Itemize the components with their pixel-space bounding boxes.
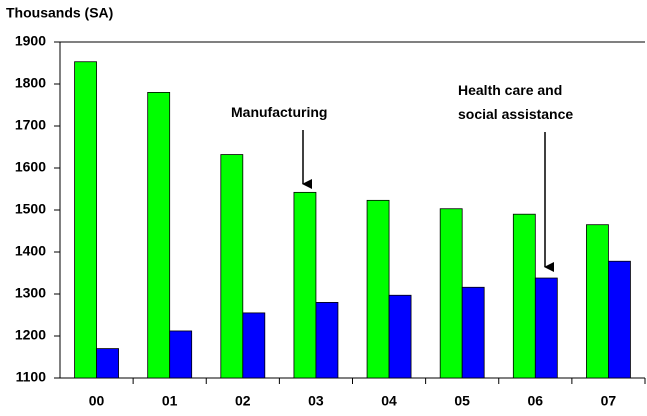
- bar: [586, 224, 609, 379]
- y-tick-label: 1400: [15, 243, 46, 259]
- y-tick-label: 1800: [15, 75, 46, 91]
- bar: [169, 330, 193, 379]
- bar: [534, 277, 558, 379]
- y-tick-label: 1300: [15, 285, 46, 301]
- bar: [439, 208, 463, 379]
- bar: [388, 294, 412, 379]
- y-tick-label: 1900: [15, 33, 46, 49]
- bar: [74, 61, 97, 379]
- x-tick-label: 00: [89, 393, 105, 409]
- bar: [366, 199, 390, 379]
- bar: [315, 301, 339, 379]
- y-tick-label: 1100: [16, 369, 47, 385]
- annotation-label: Health care and social assistance: [458, 82, 574, 122]
- x-tick-label: 04: [381, 393, 397, 409]
- bar: [512, 213, 536, 379]
- annotation-label: Manufacturing: [231, 104, 328, 120]
- y-tick-label: 1500: [15, 201, 46, 217]
- x-tick-label: 07: [601, 393, 617, 409]
- x-tick-label: 02: [235, 393, 251, 409]
- y-tick-label: 1700: [15, 117, 46, 133]
- bar: [220, 154, 244, 379]
- bar: [608, 260, 631, 379]
- chart-title: Thousands (SA): [6, 5, 113, 21]
- x-tick-label: 03: [308, 393, 324, 409]
- bar: [147, 92, 171, 379]
- bar: [96, 348, 119, 379]
- bar: [242, 312, 266, 379]
- x-tick-label: 01: [162, 393, 178, 409]
- y-tick-label: 1200: [15, 327, 46, 343]
- bar: [293, 191, 317, 379]
- y-tick-label: 1600: [15, 159, 46, 175]
- x-tick-label: 05: [454, 393, 470, 409]
- bar: [461, 286, 485, 379]
- x-tick-label: 06: [528, 393, 544, 409]
